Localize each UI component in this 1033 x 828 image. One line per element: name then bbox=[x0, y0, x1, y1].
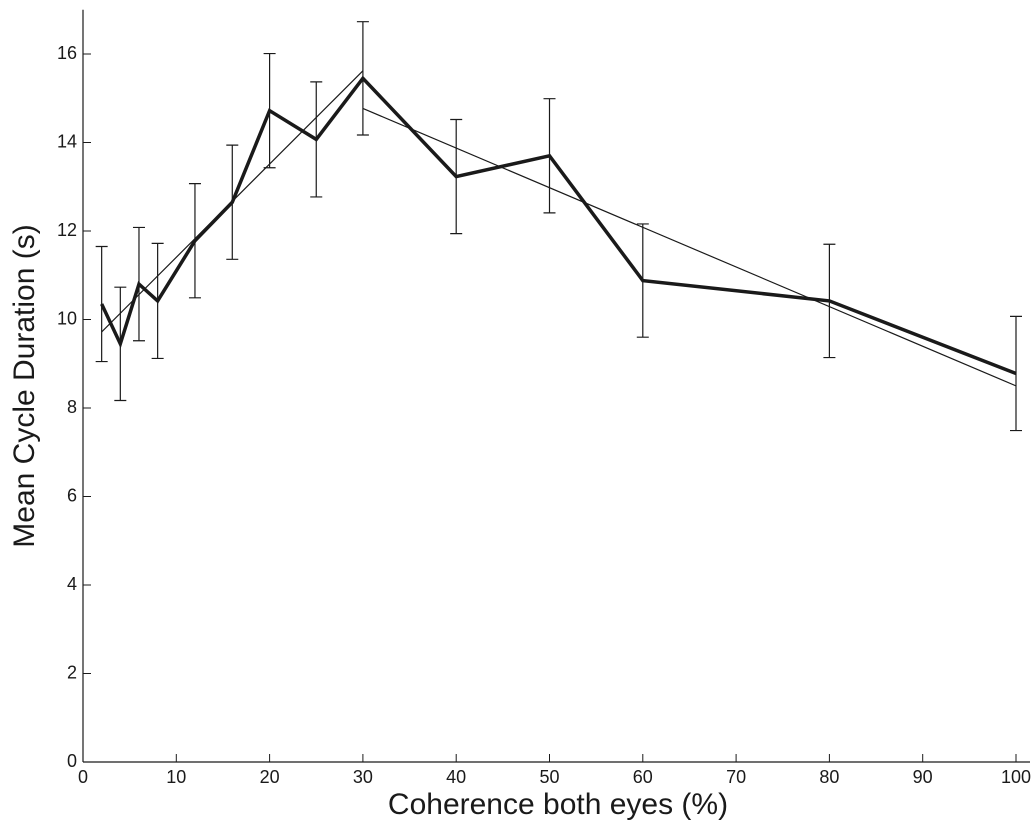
y-tick-label: 14 bbox=[57, 131, 77, 151]
x-tick-label: 80 bbox=[819, 767, 839, 787]
fit-line bbox=[362, 107, 1017, 387]
x-tick-label: 30 bbox=[353, 767, 373, 787]
data-line bbox=[100, 75, 1017, 376]
x-tick-label: 60 bbox=[633, 767, 653, 787]
y-tick-label: 10 bbox=[57, 308, 77, 328]
y-tick-label: 6 bbox=[67, 485, 77, 505]
y-tick-label: 0 bbox=[67, 751, 77, 771]
x-tick-label: 50 bbox=[539, 767, 559, 787]
y-tick-label: 2 bbox=[67, 662, 77, 682]
y-axis-label: Mean Cycle Duration (s) bbox=[8, 224, 41, 547]
x-tick-label: 40 bbox=[446, 767, 466, 787]
x-tick-label: 10 bbox=[166, 767, 186, 787]
y-tick-label: 12 bbox=[57, 220, 77, 240]
y-tick-label: 16 bbox=[57, 43, 77, 63]
x-tick-label: 20 bbox=[260, 767, 280, 787]
y-tick-label: 4 bbox=[67, 574, 77, 594]
x-axis-label: Coherence both eyes (%) bbox=[388, 788, 728, 821]
x-tick-label: 0 bbox=[78, 767, 88, 787]
y-tick-label: 8 bbox=[67, 397, 77, 417]
x-tick-label: 100 bbox=[1001, 767, 1031, 787]
x-tick-label: 70 bbox=[726, 767, 746, 787]
x-tick-label: 90 bbox=[913, 767, 933, 787]
